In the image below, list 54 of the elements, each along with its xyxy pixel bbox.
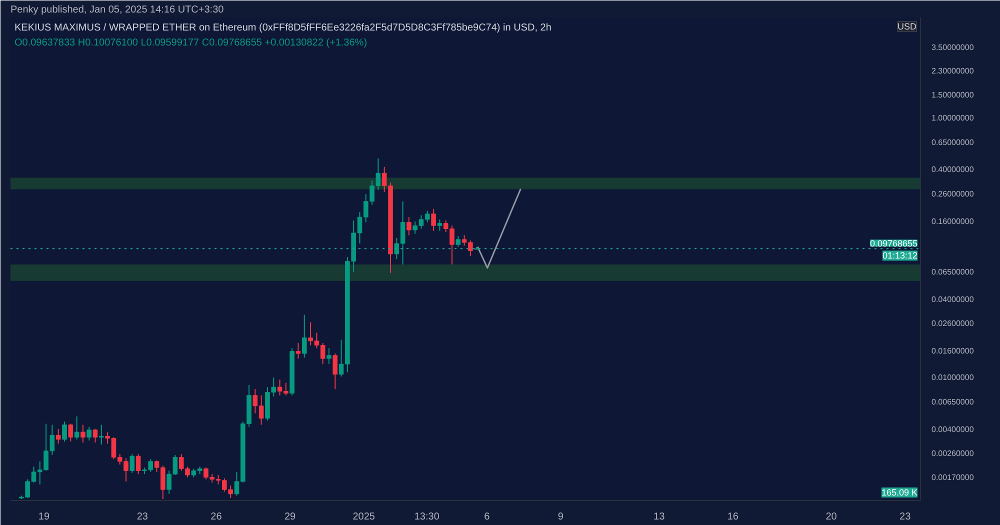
candlestick [326, 348, 332, 365]
annotation: 165.09 K [881, 488, 918, 498]
candlestick [68, 423, 74, 442]
y-tick-label: 0.02600000 [932, 319, 974, 328]
y-tick-label: 0.00170000 [932, 472, 974, 482]
text: Penky published, Jan 05, 2025 14:16 UTC+3:30 [10, 4, 224, 16]
x-tick-label: 2025 [352, 512, 376, 522]
x-tick-label: 13:30 [414, 512, 440, 522]
candlestick [296, 342, 301, 360]
y-tick-label: 0.00650000 [932, 397, 974, 406]
candlestick [456, 236, 461, 248]
candlestick [86, 426, 92, 441]
x-tick-label: 16 [727, 512, 739, 522]
candlestick [332, 353, 338, 390]
candlestick [437, 218, 442, 232]
x-tick-label: 6 [484, 512, 490, 522]
candlestick [98, 424, 104, 446]
y-tick-label: 0.16000000 [932, 216, 974, 226]
x-tick-label: 13 [654, 512, 666, 522]
y-tick-label: 0.04000000 [932, 294, 974, 304]
x-tick-label: 29 [284, 512, 296, 522]
y-tick-label: 0.01000000 [932, 373, 974, 382]
text: KEKIUS MAXIMUS / WRAPPED ETHER on Ethereum (0xFFf8D5fFF6Ee3226fa2F5d7D5D8C3Ff785be9C74) in USD, 2h [14, 22, 552, 34]
y-tick-label: 0.65000000 [932, 138, 974, 147]
candlestick [56, 428, 61, 444]
y-axis-title: USD [898, 22, 917, 32]
candlestick [136, 454, 141, 475]
candlestick [80, 424, 86, 444]
x-tick-label: 19 [38, 512, 50, 522]
y-tick-label: 0.40000000 [932, 165, 974, 174]
x-tick-label: 20 [826, 512, 838, 522]
y-tick-label: 1.00000000 [932, 114, 974, 123]
y-tick-label: 1.50000000 [932, 90, 974, 100]
y-tick-label: 0.26000000 [932, 189, 974, 198]
y-tick-label: 0.06500000 [932, 268, 974, 277]
text: O0.09637833 H0.10076100 L0.09599177 C0.09768655 +0.00130822 (+1.36%) [14, 38, 368, 48]
y-tick-label: 3.50000000 [932, 42, 974, 52]
candlestick [406, 216, 412, 236]
candlestick [92, 428, 98, 444]
candlestick [130, 454, 135, 474]
candlestick [431, 208, 436, 232]
x-tick-label: 9 [558, 512, 564, 522]
x-tick-label: 23 [900, 512, 912, 522]
candlestick [302, 314, 307, 358]
x-tick-label: 23 [136, 512, 148, 522]
annotation: 01:13:12 [882, 250, 918, 261]
y-tick-label: 0.01600000 [932, 346, 974, 356]
y-tick-label: 0.00260000 [932, 449, 974, 458]
candlestick [62, 421, 67, 442]
y-tick-label: 0.00400000 [932, 424, 974, 434]
candlestick [74, 416, 80, 440]
y-tick-label: 2.30000000 [932, 66, 974, 76]
ref-line-label: 0.09768655 [870, 238, 918, 249]
x-tick-label: 26 [210, 512, 222, 522]
